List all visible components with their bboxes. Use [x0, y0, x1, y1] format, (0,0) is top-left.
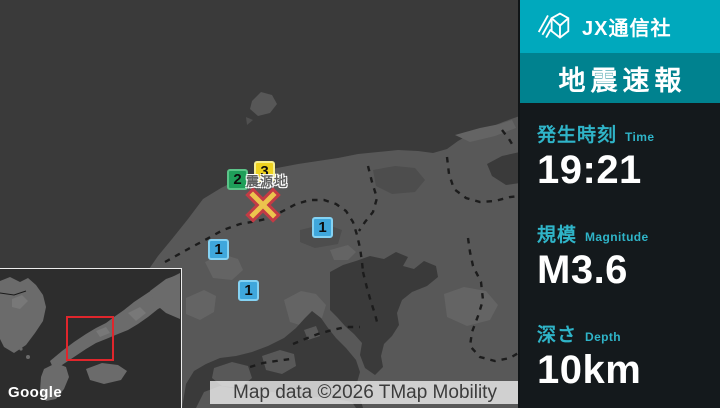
depth-value: 10km	[537, 348, 642, 392]
intensity-value: 2	[233, 171, 242, 188]
map-geography	[140, 92, 520, 408]
kyushu-landmass	[40, 363, 69, 401]
intensity-marker: 1	[312, 217, 333, 238]
map-attribution: Map data ©2026 TMap Mobility	[210, 381, 520, 404]
prefecture-borders	[164, 129, 520, 369]
brand-name: JX通信社	[582, 18, 672, 40]
google-logo[interactable]: Google	[8, 384, 63, 401]
border-line	[0, 290, 27, 296]
intensity-marker: 2	[227, 169, 248, 190]
time-label-en: Time	[625, 130, 655, 144]
intensity-value: 1	[244, 282, 253, 299]
intensity-marker: 1	[238, 280, 259, 301]
quake-details: 発生時刻 Time 19:21 規模 Magnitude M3.6 深さ Dep…	[520, 103, 720, 393]
inset-geography	[0, 269, 180, 407]
magnitude-label-en: Magnitude	[585, 230, 649, 244]
island-oki	[250, 92, 277, 116]
magnitude-label-jp: 規模	[537, 225, 578, 246]
map-canvas[interactable]: 2 3 1 1 1 震源地	[0, 0, 520, 408]
korea-landmass	[0, 277, 46, 353]
inset-overview-map: Google	[0, 268, 182, 408]
intensity-value: 1	[318, 219, 327, 236]
depth-label-jp: 深さ	[537, 325, 578, 346]
info-sidebar: JX通信社 地震速報 発生時刻 Time 19:21 規模 Magnitude …	[518, 0, 720, 408]
terrain-light-patches	[186, 120, 516, 327]
intensity-value: 1	[214, 241, 223, 258]
epicenter-label: 震源地	[246, 174, 289, 189]
time-section: 発生時刻 Time 19:21	[537, 120, 720, 193]
magnitude-section: 規模 Magnitude M3.6	[537, 220, 720, 293]
alert-title-band: 地震速報	[520, 53, 720, 103]
intensity-marker: 3	[254, 161, 275, 182]
japan-landmass	[150, 274, 180, 319]
magnitude-value: M3.6	[537, 248, 628, 292]
jx-logo-icon	[537, 12, 570, 39]
focus-area-rect	[66, 316, 114, 361]
inset-texture	[12, 295, 146, 337]
brand-header: JX通信社	[520, 0, 720, 53]
time-label-jp: 発生時刻	[537, 125, 618, 146]
islet	[246, 117, 253, 125]
japan-landmass	[50, 273, 180, 370]
depth-section: 深さ Depth 10km	[537, 320, 720, 393]
intensity-value: 3	[260, 163, 269, 180]
alert-title: 地震速報	[558, 65, 687, 96]
time-value: 19:21	[537, 148, 642, 192]
epicenter-icon	[245, 187, 281, 223]
intensity-marker: 1	[208, 239, 229, 260]
shikoku-landmass	[86, 363, 127, 384]
depth-label-en: Depth	[585, 330, 622, 344]
